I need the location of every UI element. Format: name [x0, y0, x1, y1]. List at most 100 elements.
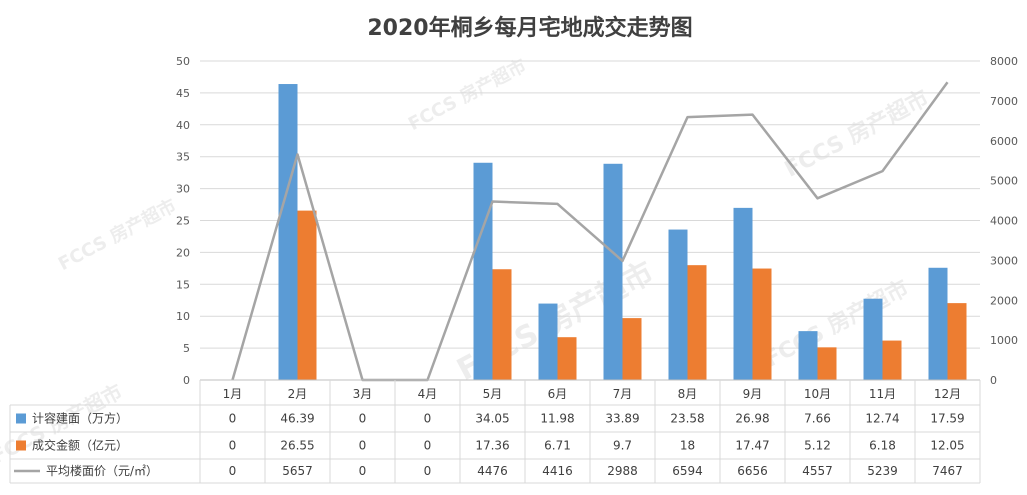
table-cell: 11.98 — [540, 412, 574, 426]
legend-label: 平均楼面价（元/㎡） — [46, 463, 158, 478]
table-cell: 7467 — [932, 464, 963, 478]
bar-transaction-amount — [687, 265, 707, 380]
category-label: 12月 — [934, 387, 961, 401]
y-right-tick-label: 3000 — [990, 254, 1018, 267]
category-label: 9月 — [743, 387, 763, 401]
legend-label: 成交金额（亿元） — [32, 438, 128, 453]
bar-transaction-amount — [622, 318, 642, 380]
table-cell: 17.59 — [930, 412, 964, 426]
category-label: 10月 — [804, 387, 831, 401]
table-cell: 0 — [359, 464, 367, 478]
bar-floor-area — [733, 207, 753, 380]
bar-transaction-amount — [492, 269, 512, 380]
table-cell: 0 — [229, 439, 237, 453]
y-left-tick-label: 5 — [183, 342, 190, 355]
table-cell: 9.7 — [613, 439, 632, 453]
table-cell: 12.74 — [865, 412, 899, 426]
table-cell: 12.05 — [930, 439, 964, 453]
table-cell: 0 — [359, 439, 367, 453]
y-right-tick-label: 4000 — [990, 215, 1018, 228]
bar-floor-area — [603, 163, 623, 380]
bar-floor-area — [473, 162, 493, 380]
bar-floor-area — [538, 303, 558, 380]
table-cell: 0 — [424, 412, 432, 426]
legend-swatch — [16, 413, 26, 424]
legend-label: 计容建面（万方） — [32, 411, 128, 426]
table-cell: 6.71 — [544, 439, 571, 453]
table-cell: 0 — [229, 412, 237, 426]
y-right-tick-label: 5000 — [990, 175, 1018, 188]
bar-floor-area — [928, 267, 948, 380]
table-cell: 0 — [424, 439, 432, 453]
y-right-tick-label: 6000 — [990, 135, 1018, 148]
y-left-tick-label: 45 — [176, 87, 190, 100]
category-label: 3月 — [353, 387, 373, 401]
y-right-tick-label: 7000 — [990, 95, 1018, 108]
y-left-tick-label: 40 — [176, 119, 190, 132]
chart-title: 2020年桐乡每月宅地成交走势图 — [367, 15, 692, 41]
y-left-tick-label: 10 — [176, 310, 190, 323]
bars — [278, 84, 967, 380]
category-label: 2月 — [288, 387, 308, 401]
table-cell: 23.58 — [670, 412, 704, 426]
table-cell: 17.36 — [475, 439, 509, 453]
bar-floor-area — [863, 298, 883, 380]
table-cell: 17.47 — [735, 439, 769, 453]
table-cell: 6656 — [737, 464, 768, 478]
y-left-tick-label: 15 — [176, 278, 190, 291]
bar-transaction-amount — [882, 340, 902, 380]
watermark-text: FCCS 房产超市 — [405, 54, 530, 135]
right-axis: 0 1000 2000 3000 4000 5000 6000 7000 8000 — [990, 55, 1018, 387]
table-cell: 26.98 — [735, 412, 769, 426]
y-right-tick-label: 2000 — [990, 294, 1018, 307]
table-cell: 33.89 — [605, 412, 639, 426]
table-cell: 0 — [424, 464, 432, 478]
table-cell: 0 — [359, 412, 367, 426]
watermark-text: FCCS 房产超市 — [55, 194, 180, 275]
table-cell: 6594 — [672, 464, 703, 478]
y-left-tick-label: 35 — [176, 151, 190, 164]
table-cell: 5657 — [282, 464, 313, 478]
category-label: 5月 — [483, 387, 503, 401]
bar-transaction-amount — [752, 268, 772, 380]
table-cell: 46.39 — [280, 412, 314, 426]
table-cell: 4557 — [802, 464, 833, 478]
category-label: 7月 — [613, 387, 633, 401]
bar-floor-area — [668, 229, 688, 380]
table-cell: 6.18 — [869, 439, 896, 453]
table-cell: 0 — [229, 464, 237, 478]
legend-swatch — [16, 440, 26, 451]
y-right-tick-label: 1000 — [990, 334, 1018, 347]
bar-transaction-amount — [817, 347, 837, 380]
bar-transaction-amount — [947, 303, 967, 380]
table-cell: 4416 — [542, 464, 573, 478]
table-cell: 26.55 — [280, 439, 314, 453]
category-label: 6月 — [548, 387, 568, 401]
table-cell: 5239 — [867, 464, 898, 478]
bar-floor-area — [278, 84, 298, 380]
table-cell: 5.12 — [804, 439, 831, 453]
table-cell: 4476 — [477, 464, 508, 478]
y-left-tick-label: 20 — [176, 246, 190, 259]
category-label: 4月 — [418, 387, 438, 401]
y-left-tick-label: 30 — [176, 183, 190, 196]
line-average-price — [231, 81, 949, 382]
category-label: 8月 — [678, 387, 698, 401]
price-line — [231, 81, 949, 382]
y-left-tick-label: 25 — [176, 215, 190, 228]
left-axis: 0 5 10 15 20 25 30 35 40 45 50 — [176, 55, 190, 387]
table-cell: 2988 — [607, 464, 638, 478]
table-cell: 7.66 — [804, 412, 831, 426]
bar-transaction-amount — [297, 210, 317, 380]
category-label: 1月 — [223, 387, 243, 401]
table-cell: 34.05 — [475, 412, 509, 426]
y-left-tick-label: 50 — [176, 55, 190, 68]
table-cell: 18 — [680, 439, 695, 453]
category-label: 11月 — [869, 387, 896, 401]
bar-transaction-amount — [557, 337, 577, 380]
y-right-tick-label: 0 — [990, 374, 997, 387]
y-left-tick-label: 0 — [183, 374, 190, 387]
